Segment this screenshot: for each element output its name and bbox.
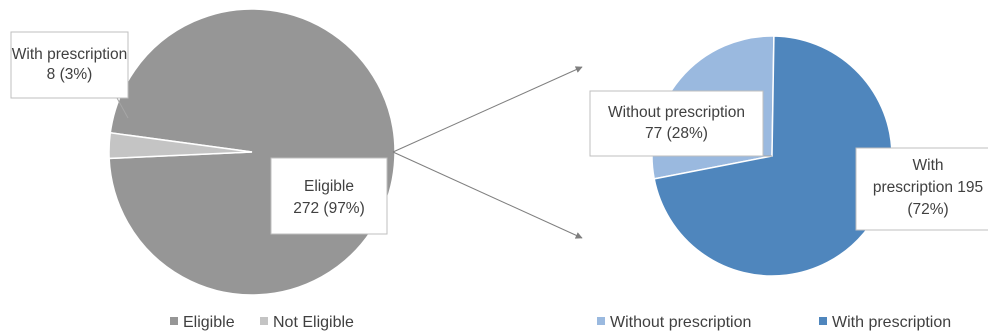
data-label-with-prescription-count: 195 bbox=[957, 179, 983, 196]
legend-label-with-prescription: With prescription bbox=[832, 314, 951, 331]
data-label-eligible-name: Eligible bbox=[304, 178, 354, 195]
legend-label-not-eligible: Not Eligible bbox=[273, 314, 354, 331]
connector-arrow-lower bbox=[392, 151, 583, 239]
data-label-without-prescription-pct: (28%) bbox=[667, 125, 708, 142]
data-label-eligible: Eligible 272 (97%) bbox=[270, 157, 388, 235]
data-label-not-eligible-count: 8 bbox=[47, 66, 56, 83]
eligibility-pie bbox=[108, 8, 396, 296]
data-label-with-prescription-pct: (72%) bbox=[907, 201, 948, 218]
data-label-not-eligible-pct: (3%) bbox=[60, 66, 93, 83]
data-label-without-prescription: Without prescription 77 (28%) bbox=[589, 90, 772, 157]
data-label-with-prescription-name: With bbox=[913, 157, 944, 174]
data-label-without-prescription-value: 77 (28%) bbox=[645, 125, 708, 142]
legend-swatch-not-eligible bbox=[260, 317, 268, 325]
legend-swatch-without-prescription bbox=[597, 317, 605, 325]
legend-left: Eligible Not Eligible bbox=[170, 314, 354, 331]
data-label-not-eligible-name: With prescription bbox=[12, 46, 127, 63]
pie-slice-with-prescription bbox=[653, 35, 893, 277]
data-label-with-prescription: With prescription 195 (72%) bbox=[855, 147, 988, 231]
data-label-not-eligible: With prescription 8 (3%) bbox=[10, 31, 129, 119]
data-label-eligible-value: 272 (97%) bbox=[293, 200, 365, 217]
legend-swatch-eligible bbox=[170, 317, 178, 325]
data-label-eligible-pct: (97%) bbox=[323, 200, 364, 217]
pie-slice-not-eligible bbox=[108, 131, 253, 160]
data-label-eligible-count: 272 bbox=[293, 200, 319, 217]
data-label-without-prescription-count: 77 bbox=[645, 125, 662, 142]
data-label-with-prescription-line2: prescription 195 bbox=[873, 179, 983, 196]
data-label-not-eligible-value: 8 (3%) bbox=[47, 66, 93, 83]
legend-right: Without prescription With prescription bbox=[597, 314, 951, 331]
legend-swatch-with-prescription bbox=[819, 317, 827, 325]
legend-label-without-prescription: Without prescription bbox=[610, 314, 751, 331]
data-label-without-prescription-name: Without prescription bbox=[608, 104, 745, 121]
connector-arrow-upper bbox=[392, 66, 583, 153]
legend-label-eligible: Eligible bbox=[183, 314, 235, 331]
